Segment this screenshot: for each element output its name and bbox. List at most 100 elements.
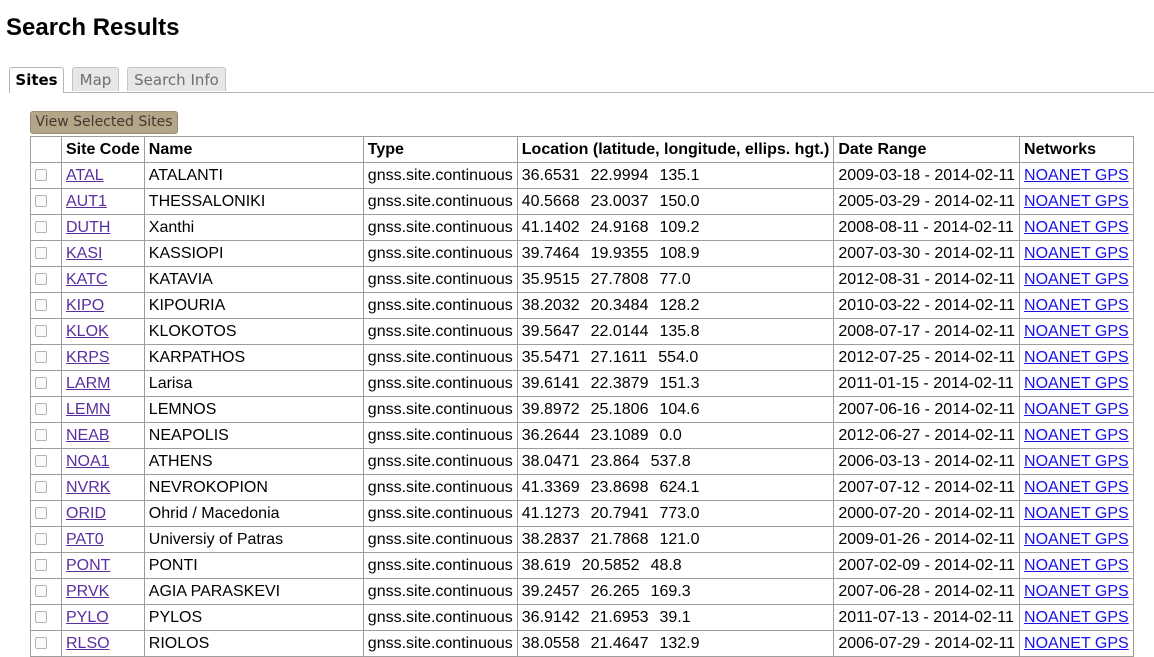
date-range: 2007-07-12 - 2014-02-11 [833, 474, 1021, 501]
site-code-link[interactable]: LEMN [66, 400, 111, 418]
site-code-cell: KRPS [61, 344, 145, 371]
row-select-checkbox[interactable] [35, 611, 47, 624]
site-code-link[interactable]: AUT1 [66, 192, 107, 210]
site-code-link[interactable]: PRVK [66, 582, 110, 600]
site-code-link[interactable]: PONT [66, 556, 111, 574]
date-range: 2006-07-29 - 2014-02-11 [833, 630, 1021, 657]
header-location[interactable]: Location (latitude, longitude, ellips. h… [516, 136, 835, 163]
network-link[interactable]: NOANET GPS [1024, 166, 1129, 184]
row-select-checkbox[interactable] [35, 377, 47, 390]
network-link[interactable]: NOANET GPS [1024, 504, 1129, 522]
site-code-link[interactable]: KIPO [66, 296, 105, 314]
network-link[interactable]: NOANET GPS [1024, 478, 1129, 496]
site-code-cell: ORID [61, 500, 145, 527]
header-type[interactable]: Type [362, 136, 518, 163]
network-link[interactable]: NOANET GPS [1024, 192, 1129, 210]
row-select-checkbox[interactable] [35, 169, 47, 182]
site-code-link[interactable]: RLSO [66, 634, 110, 652]
site-code-link[interactable]: LARM [66, 374, 111, 392]
row-select-checkbox[interactable] [35, 559, 47, 572]
network-cell: NOANET GPS [1019, 474, 1134, 501]
row-select-cell [30, 552, 62, 579]
site-code-cell: NEAB [61, 422, 145, 449]
site-code-link[interactable]: KATC [66, 270, 108, 288]
network-link[interactable]: NOANET GPS [1024, 634, 1129, 652]
site-code-link[interactable]: KRPS [66, 348, 110, 366]
site-name: Universiy of Patras [143, 526, 364, 553]
table-row: KLOK KLOKOTOS gnss.site.continuous 39.5647 2… [30, 318, 1134, 345]
header-date-range[interactable]: Date Range [833, 136, 1021, 163]
site-code-link[interactable]: PAT0 [66, 530, 104, 548]
network-link[interactable]: NOANET GPS [1024, 348, 1129, 366]
site-code-cell: PAT0 [61, 526, 145, 553]
row-select-checkbox[interactable] [35, 507, 47, 520]
longitude: 25.1806 [590, 400, 649, 418]
tab-map[interactable]: Map [72, 67, 119, 91]
longitude: 19.9355 [590, 244, 649, 262]
network-link[interactable]: NOANET GPS [1024, 400, 1129, 418]
network-cell: NOANET GPS [1019, 526, 1134, 553]
network-link[interactable]: NOANET GPS [1024, 426, 1129, 444]
header-name[interactable]: Name [143, 136, 364, 163]
network-link[interactable]: NOANET GPS [1024, 608, 1129, 626]
row-select-checkbox[interactable] [35, 403, 47, 416]
header-networks[interactable]: Networks [1019, 136, 1134, 163]
network-link[interactable]: NOANET GPS [1024, 270, 1129, 288]
table-row: AUT1 THESSALONIKI gnss.site.continuous 40.5… [30, 188, 1134, 215]
longitude: 20.7941 [590, 504, 649, 522]
table-row: NVRK NEVROKOPION gnss.site.continuous 41.33… [30, 474, 1134, 501]
site-name: KLOKOTOS [143, 318, 364, 345]
site-code-link[interactable]: ORID [66, 504, 106, 522]
network-link[interactable]: NOANET GPS [1024, 582, 1129, 600]
row-select-checkbox[interactable] [35, 273, 47, 286]
site-code-link[interactable]: KLOK [66, 322, 109, 340]
latitude: 36.6531 [521, 166, 580, 184]
latitude: 41.1273 [521, 504, 580, 522]
row-select-checkbox[interactable] [35, 195, 47, 208]
network-link[interactable]: NOANET GPS [1024, 244, 1129, 262]
row-select-checkbox[interactable] [35, 299, 47, 312]
row-select-checkbox[interactable] [35, 429, 47, 442]
site-code-link[interactable]: NVRK [66, 478, 111, 496]
row-select-checkbox[interactable] [35, 221, 47, 234]
table-row: PYLO PYLOS gnss.site.continuous 36.9142 21.6… [30, 604, 1134, 631]
row-select-checkbox[interactable] [35, 455, 47, 468]
network-link[interactable]: NOANET GPS [1024, 374, 1129, 392]
network-link[interactable]: NOANET GPS [1024, 322, 1129, 340]
latitude: 38.619 [521, 556, 571, 574]
site-code-link[interactable]: KASI [66, 244, 103, 262]
tab-search-info[interactable]: Search Info [127, 67, 226, 91]
site-name: KARPATHOS [143, 344, 364, 371]
row-select-checkbox[interactable] [35, 351, 47, 364]
view-selected-sites-button[interactable]: View Selected Sites [30, 111, 178, 134]
latitude: 38.0471 [521, 452, 580, 470]
longitude: 27.7808 [590, 270, 649, 288]
table-row: RLSO RIOLOS gnss.site.continuous 38.0558 21.… [30, 630, 1134, 657]
site-code-link[interactable]: NOA1 [66, 452, 110, 470]
row-select-checkbox[interactable] [35, 585, 47, 598]
network-link[interactable]: NOANET GPS [1024, 530, 1129, 548]
site-code-link[interactable]: ATAL [66, 166, 104, 184]
site-code-link[interactable]: DUTH [66, 218, 111, 236]
network-link[interactable]: NOANET GPS [1024, 556, 1129, 574]
network-link[interactable]: NOANET GPS [1024, 296, 1129, 314]
site-location: 39.5647 22.0144 135.8 [516, 318, 835, 345]
row-select-checkbox[interactable] [35, 533, 47, 546]
network-link[interactable]: NOANET GPS [1024, 452, 1129, 470]
row-select-checkbox[interactable] [35, 637, 47, 650]
longitude: 22.3879 [590, 374, 649, 392]
site-type: gnss.site.continuous [362, 266, 518, 293]
row-select-checkbox[interactable] [35, 481, 47, 494]
site-code-link[interactable]: NEAB [66, 426, 110, 444]
site-code-link[interactable]: PYLO [66, 608, 109, 626]
table-row: ATAL ATALANTI gnss.site.continuous 36.6531 2… [30, 162, 1134, 189]
site-location: 35.9515 27.7808 77.0 [516, 266, 835, 293]
row-select-checkbox[interactable] [35, 247, 47, 260]
latitude: 39.2457 [521, 582, 580, 600]
header-site-code[interactable]: Site Code [61, 136, 145, 163]
table-row: ORID Ohrid / Macedonia gnss.site.continuou… [30, 500, 1134, 527]
tab-sites[interactable]: Sites [9, 67, 64, 93]
network-link[interactable]: NOANET GPS [1024, 218, 1129, 236]
row-select-checkbox[interactable] [35, 325, 47, 338]
date-range: 2005-03-29 - 2014-02-11 [833, 188, 1021, 215]
